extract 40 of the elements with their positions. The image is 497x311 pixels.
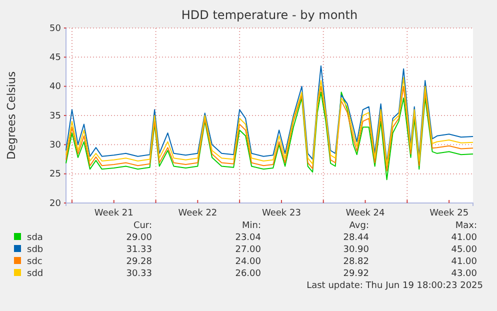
x-tick-label: Week 24 <box>346 208 386 218</box>
text: 43.00 <box>451 269 478 279</box>
chart-title: HDD temperature - by month <box>181 8 358 22</box>
y-tick-label: 20 <box>50 198 62 209</box>
x-tick-label: Week 21 <box>94 208 134 218</box>
x-tick-label: Week 23 <box>262 208 301 218</box>
text: 30.33 <box>126 269 152 279</box>
legend-label: sdd <box>27 269 44 279</box>
line-series <box>66 92 474 180</box>
text: 45.00 <box>451 245 478 255</box>
text: 29.28 <box>126 257 152 267</box>
text: Cur: <box>133 221 152 231</box>
text: 28.82 <box>343 257 369 267</box>
y-tick-label: 25 <box>50 170 61 180</box>
y-tick-label: 50 <box>50 24 62 34</box>
text: Max: <box>455 221 477 231</box>
text: 28.44 <box>343 233 370 243</box>
y-tick-label: 45 <box>50 53 61 64</box>
y-axis-title: Degrees Celsius <box>5 71 18 160</box>
legend-label: sdc <box>27 257 42 267</box>
y-tick-label: 40 <box>50 82 62 92</box>
legend-label: sda <box>27 233 43 243</box>
text: Min: <box>242 221 261 231</box>
x-tick-label: Week 25 <box>430 208 469 218</box>
x-tick-label: Week 22 <box>178 208 218 218</box>
text: 27.00 <box>235 245 262 255</box>
y-tick-label: 30 <box>50 140 62 151</box>
text: 26.00 <box>235 269 262 279</box>
text: 41.00 <box>451 233 478 243</box>
text: Avg: <box>349 221 369 231</box>
text: 41.00 <box>451 257 478 267</box>
legend-label: sdb <box>27 245 44 255</box>
text: 30.90 <box>343 245 370 255</box>
text: 31.33 <box>126 245 152 255</box>
text: 29.00 <box>126 233 152 243</box>
y-tick-label: 35 <box>50 111 61 122</box>
text: 24.00 <box>235 257 262 267</box>
text: 23.04 <box>235 233 262 243</box>
text: 29.92 <box>343 269 369 279</box>
text: Last update: Thu Jun 19 18:00:23 2025 <box>306 281 483 291</box>
